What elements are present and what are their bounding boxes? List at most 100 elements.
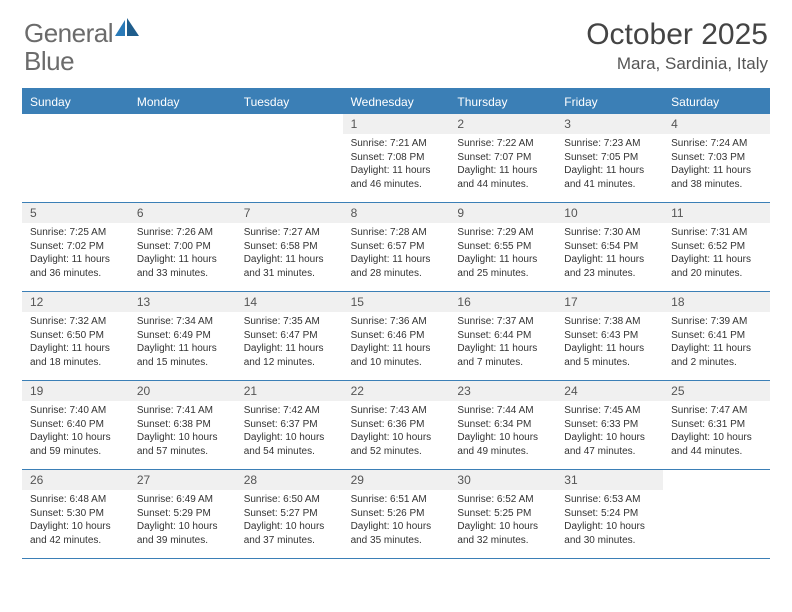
calendar-cell: 12Sunrise: 7:32 AMSunset: 6:50 PMDayligh… [22,292,129,380]
sunset-text: Sunset: 6:58 PM [244,240,335,254]
cell-body: Sunrise: 6:49 AMSunset: 5:29 PMDaylight:… [129,490,236,553]
cell-body: Sunrise: 7:29 AMSunset: 6:55 PMDaylight:… [449,223,556,286]
sunset-text: Sunset: 5:30 PM [30,507,121,521]
day-number: 14 [236,292,343,312]
cell-body: Sunrise: 7:22 AMSunset: 7:07 PMDaylight:… [449,134,556,197]
day-number [663,470,770,476]
sunrise-text: Sunrise: 7:25 AM [30,226,121,240]
cell-body: Sunrise: 7:44 AMSunset: 6:34 PMDaylight:… [449,401,556,464]
sunset-text: Sunset: 6:40 PM [30,418,121,432]
weekday-header: Friday [556,90,663,114]
sunrise-text: Sunrise: 7:26 AM [137,226,228,240]
cell-body: Sunrise: 7:39 AMSunset: 6:41 PMDaylight:… [663,312,770,375]
sunset-text: Sunset: 6:44 PM [457,329,548,343]
sunrise-text: Sunrise: 7:34 AM [137,315,228,329]
sunset-text: Sunset: 7:02 PM [30,240,121,254]
calendar-cell: 24Sunrise: 7:45 AMSunset: 6:33 PMDayligh… [556,381,663,469]
daylight-text: Daylight: 10 hours and 47 minutes. [564,431,655,458]
page-header: General October 2025 Mara, Sardinia, Ita… [0,0,792,82]
calendar-cell: 31Sunrise: 6:53 AMSunset: 5:24 PMDayligh… [556,470,663,558]
daylight-text: Daylight: 10 hours and 44 minutes. [671,431,762,458]
sunrise-text: Sunrise: 7:39 AM [671,315,762,329]
sunrise-text: Sunrise: 7:31 AM [671,226,762,240]
sunset-text: Sunset: 5:27 PM [244,507,335,521]
day-number: 31 [556,470,663,490]
title-block: October 2025 Mara, Sardinia, Italy [586,18,768,74]
sunrise-text: Sunrise: 7:28 AM [351,226,442,240]
calendar-cell [236,114,343,202]
daylight-text: Daylight: 10 hours and 30 minutes. [564,520,655,547]
sunset-text: Sunset: 6:57 PM [351,240,442,254]
sunset-text: Sunset: 6:52 PM [671,240,762,254]
calendar-cell: 25Sunrise: 7:47 AMSunset: 6:31 PMDayligh… [663,381,770,469]
cell-body: Sunrise: 7:45 AMSunset: 6:33 PMDaylight:… [556,401,663,464]
logo-text-general: General [24,18,113,49]
sunrise-text: Sunrise: 7:23 AM [564,137,655,151]
sunrise-text: Sunrise: 7:40 AM [30,404,121,418]
calendar-cell: 2Sunrise: 7:22 AMSunset: 7:07 PMDaylight… [449,114,556,202]
daylight-text: Daylight: 10 hours and 42 minutes. [30,520,121,547]
sunrise-text: Sunrise: 7:29 AM [457,226,548,240]
cell-body: Sunrise: 6:53 AMSunset: 5:24 PMDaylight:… [556,490,663,553]
day-number [22,114,129,120]
calendar-week-row: 5Sunrise: 7:25 AMSunset: 7:02 PMDaylight… [22,203,770,292]
cell-body: Sunrise: 7:37 AMSunset: 6:44 PMDaylight:… [449,312,556,375]
sunrise-text: Sunrise: 7:30 AM [564,226,655,240]
sunrise-text: Sunrise: 7:37 AM [457,315,548,329]
daylight-text: Daylight: 11 hours and 15 minutes. [137,342,228,369]
day-number: 19 [22,381,129,401]
daylight-text: Daylight: 10 hours and 52 minutes. [351,431,442,458]
daylight-text: Daylight: 11 hours and 44 minutes. [457,164,548,191]
sunrise-text: Sunrise: 7:36 AM [351,315,442,329]
sunset-text: Sunset: 5:25 PM [457,507,548,521]
location-subtitle: Mara, Sardinia, Italy [586,54,768,74]
day-number: 21 [236,381,343,401]
day-number: 11 [663,203,770,223]
sunset-text: Sunset: 6:38 PM [137,418,228,432]
sunset-text: Sunset: 6:31 PM [671,418,762,432]
sunset-text: Sunset: 6:47 PM [244,329,335,343]
cell-body: Sunrise: 7:41 AMSunset: 6:38 PMDaylight:… [129,401,236,464]
sunset-text: Sunset: 6:41 PM [671,329,762,343]
day-number: 15 [343,292,450,312]
calendar-cell: 7Sunrise: 7:27 AMSunset: 6:58 PMDaylight… [236,203,343,291]
cell-body: Sunrise: 6:51 AMSunset: 5:26 PMDaylight:… [343,490,450,553]
day-number: 1 [343,114,450,134]
cell-body: Sunrise: 7:27 AMSunset: 6:58 PMDaylight:… [236,223,343,286]
weekday-header: Sunday [22,90,129,114]
daylight-text: Daylight: 10 hours and 39 minutes. [137,520,228,547]
daylight-text: Daylight: 11 hours and 10 minutes. [351,342,442,369]
cell-body: Sunrise: 7:31 AMSunset: 6:52 PMDaylight:… [663,223,770,286]
day-number: 10 [556,203,663,223]
sunrise-text: Sunrise: 7:38 AM [564,315,655,329]
calendar-cell: 14Sunrise: 7:35 AMSunset: 6:47 PMDayligh… [236,292,343,380]
day-number: 30 [449,470,556,490]
logo: General [24,18,143,49]
cell-body: Sunrise: 7:25 AMSunset: 7:02 PMDaylight:… [22,223,129,286]
calendar-cell: 10Sunrise: 7:30 AMSunset: 6:54 PMDayligh… [556,203,663,291]
daylight-text: Daylight: 11 hours and 41 minutes. [564,164,655,191]
calendar-cell: 30Sunrise: 6:52 AMSunset: 5:25 PMDayligh… [449,470,556,558]
month-title: October 2025 [586,18,768,52]
cell-body: Sunrise: 6:52 AMSunset: 5:25 PMDaylight:… [449,490,556,553]
daylight-text: Daylight: 11 hours and 20 minutes. [671,253,762,280]
calendar-cell: 4Sunrise: 7:24 AMSunset: 7:03 PMDaylight… [663,114,770,202]
sunrise-text: Sunrise: 7:35 AM [244,315,335,329]
sunset-text: Sunset: 5:24 PM [564,507,655,521]
day-number [129,114,236,120]
calendar-cell: 20Sunrise: 7:41 AMSunset: 6:38 PMDayligh… [129,381,236,469]
calendar-cell: 6Sunrise: 7:26 AMSunset: 7:00 PMDaylight… [129,203,236,291]
calendar-cell [22,114,129,202]
day-number: 9 [449,203,556,223]
daylight-text: Daylight: 11 hours and 23 minutes. [564,253,655,280]
day-number: 20 [129,381,236,401]
calendar-cell: 11Sunrise: 7:31 AMSunset: 6:52 PMDayligh… [663,203,770,291]
calendar-week-row: 19Sunrise: 7:40 AMSunset: 6:40 PMDayligh… [22,381,770,470]
calendar-cell [129,114,236,202]
weekday-header: Monday [129,90,236,114]
daylight-text: Daylight: 10 hours and 59 minutes. [30,431,121,458]
sunset-text: Sunset: 6:55 PM [457,240,548,254]
daylight-text: Daylight: 11 hours and 7 minutes. [457,342,548,369]
daylight-text: Daylight: 10 hours and 57 minutes. [137,431,228,458]
calendar-cell: 1Sunrise: 7:21 AMSunset: 7:08 PMDaylight… [343,114,450,202]
